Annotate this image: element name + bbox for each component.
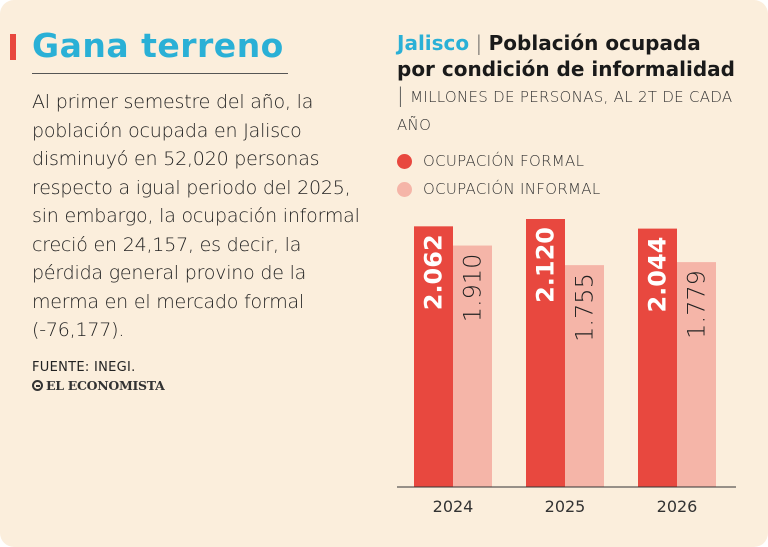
- source-note: FUENTE: INEGI.: [32, 360, 136, 375]
- chart-heading-separator: |: [475, 31, 483, 55]
- legend-label-informal: OCUPACIÓN INFORMAL: [423, 180, 601, 198]
- bar-formal-2025: [526, 219, 565, 487]
- chart-legend: OCUPACIÓN FORMAL OCUPACIÓN INFORMAL: [397, 147, 601, 203]
- value-label-formal-2025: 2.120: [532, 227, 560, 303]
- bar-formal-2024: [414, 226, 453, 487]
- chart-title: Población ocupada por condición de infor…: [397, 31, 735, 81]
- chart-units-separator: |: [397, 83, 404, 107]
- x-tick-label-2026: 2026: [657, 497, 698, 516]
- headline-divider: [32, 73, 288, 74]
- legend-swatch-informal: [397, 181, 412, 197]
- chart-heading: Jalisco | Población ocupada por condició…: [397, 30, 742, 138]
- legend-label-formal: OCUPACIÓN FORMAL: [423, 152, 585, 170]
- bar-informal-2026: [677, 262, 716, 487]
- value-label-formal-2024: 2.062: [420, 234, 448, 310]
- chart-place: Jalisco: [397, 31, 470, 55]
- value-label-formal-2026: 2.044: [644, 237, 672, 313]
- legend-item-informal: OCUPACIÓN INFORMAL: [397, 175, 601, 203]
- accent-bar: [10, 34, 16, 60]
- value-label-informal-2024: 1.910: [459, 254, 487, 323]
- logo-icon: [32, 380, 43, 391]
- legend-item-formal: OCUPACIÓN FORMAL: [397, 147, 601, 175]
- headline: Gana terreno: [32, 26, 284, 65]
- chart-units: MILLONES DE PERSONAS, AL 2T DE CADA AÑO: [397, 88, 733, 134]
- bar-informal-2025: [565, 265, 604, 487]
- value-label-informal-2026: 1.779: [683, 270, 711, 339]
- logo-text: EL ECONOMISTA: [46, 378, 165, 393]
- x-tick-label-2024: 2024: [433, 497, 474, 516]
- x-tick-label-2025: 2025: [545, 497, 586, 516]
- publisher-logo: EL ECONOMISTA: [32, 378, 165, 393]
- bar-informal-2024: [453, 245, 492, 487]
- body-text: Al primer semestre del año, la población…: [32, 91, 360, 341]
- bar-formal-2026: [638, 228, 677, 487]
- legend-swatch-formal: [397, 153, 412, 169]
- value-label-informal-2025: 1.755: [571, 273, 599, 342]
